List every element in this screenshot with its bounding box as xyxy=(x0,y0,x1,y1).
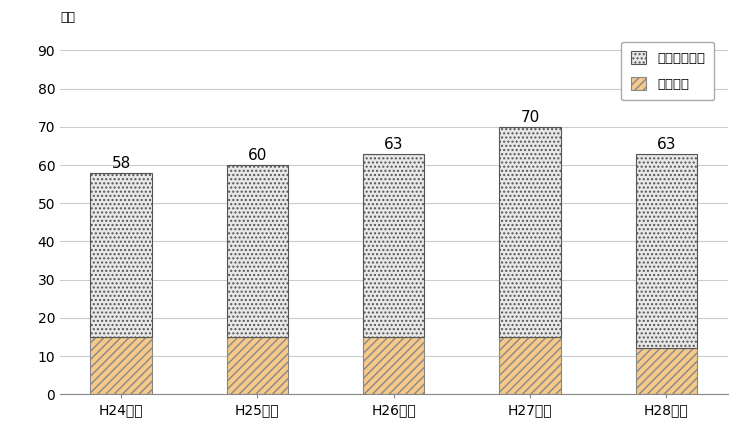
Bar xyxy=(90,337,152,394)
Legend: 財政調整基金, 減債基金: 財政調整基金, 減債基金 xyxy=(621,42,714,100)
Bar xyxy=(226,165,288,337)
Text: 60: 60 xyxy=(248,148,267,163)
Bar xyxy=(90,172,152,337)
Bar xyxy=(226,337,288,394)
Bar xyxy=(363,154,424,337)
Bar xyxy=(500,127,561,337)
Text: 58: 58 xyxy=(112,156,130,171)
Bar xyxy=(636,154,698,349)
Text: 63: 63 xyxy=(384,137,404,152)
Text: 70: 70 xyxy=(520,110,540,125)
Text: 億円: 億円 xyxy=(60,11,75,24)
Bar xyxy=(363,337,424,394)
Text: 63: 63 xyxy=(657,137,676,152)
Bar xyxy=(500,337,561,394)
Bar xyxy=(636,349,698,394)
